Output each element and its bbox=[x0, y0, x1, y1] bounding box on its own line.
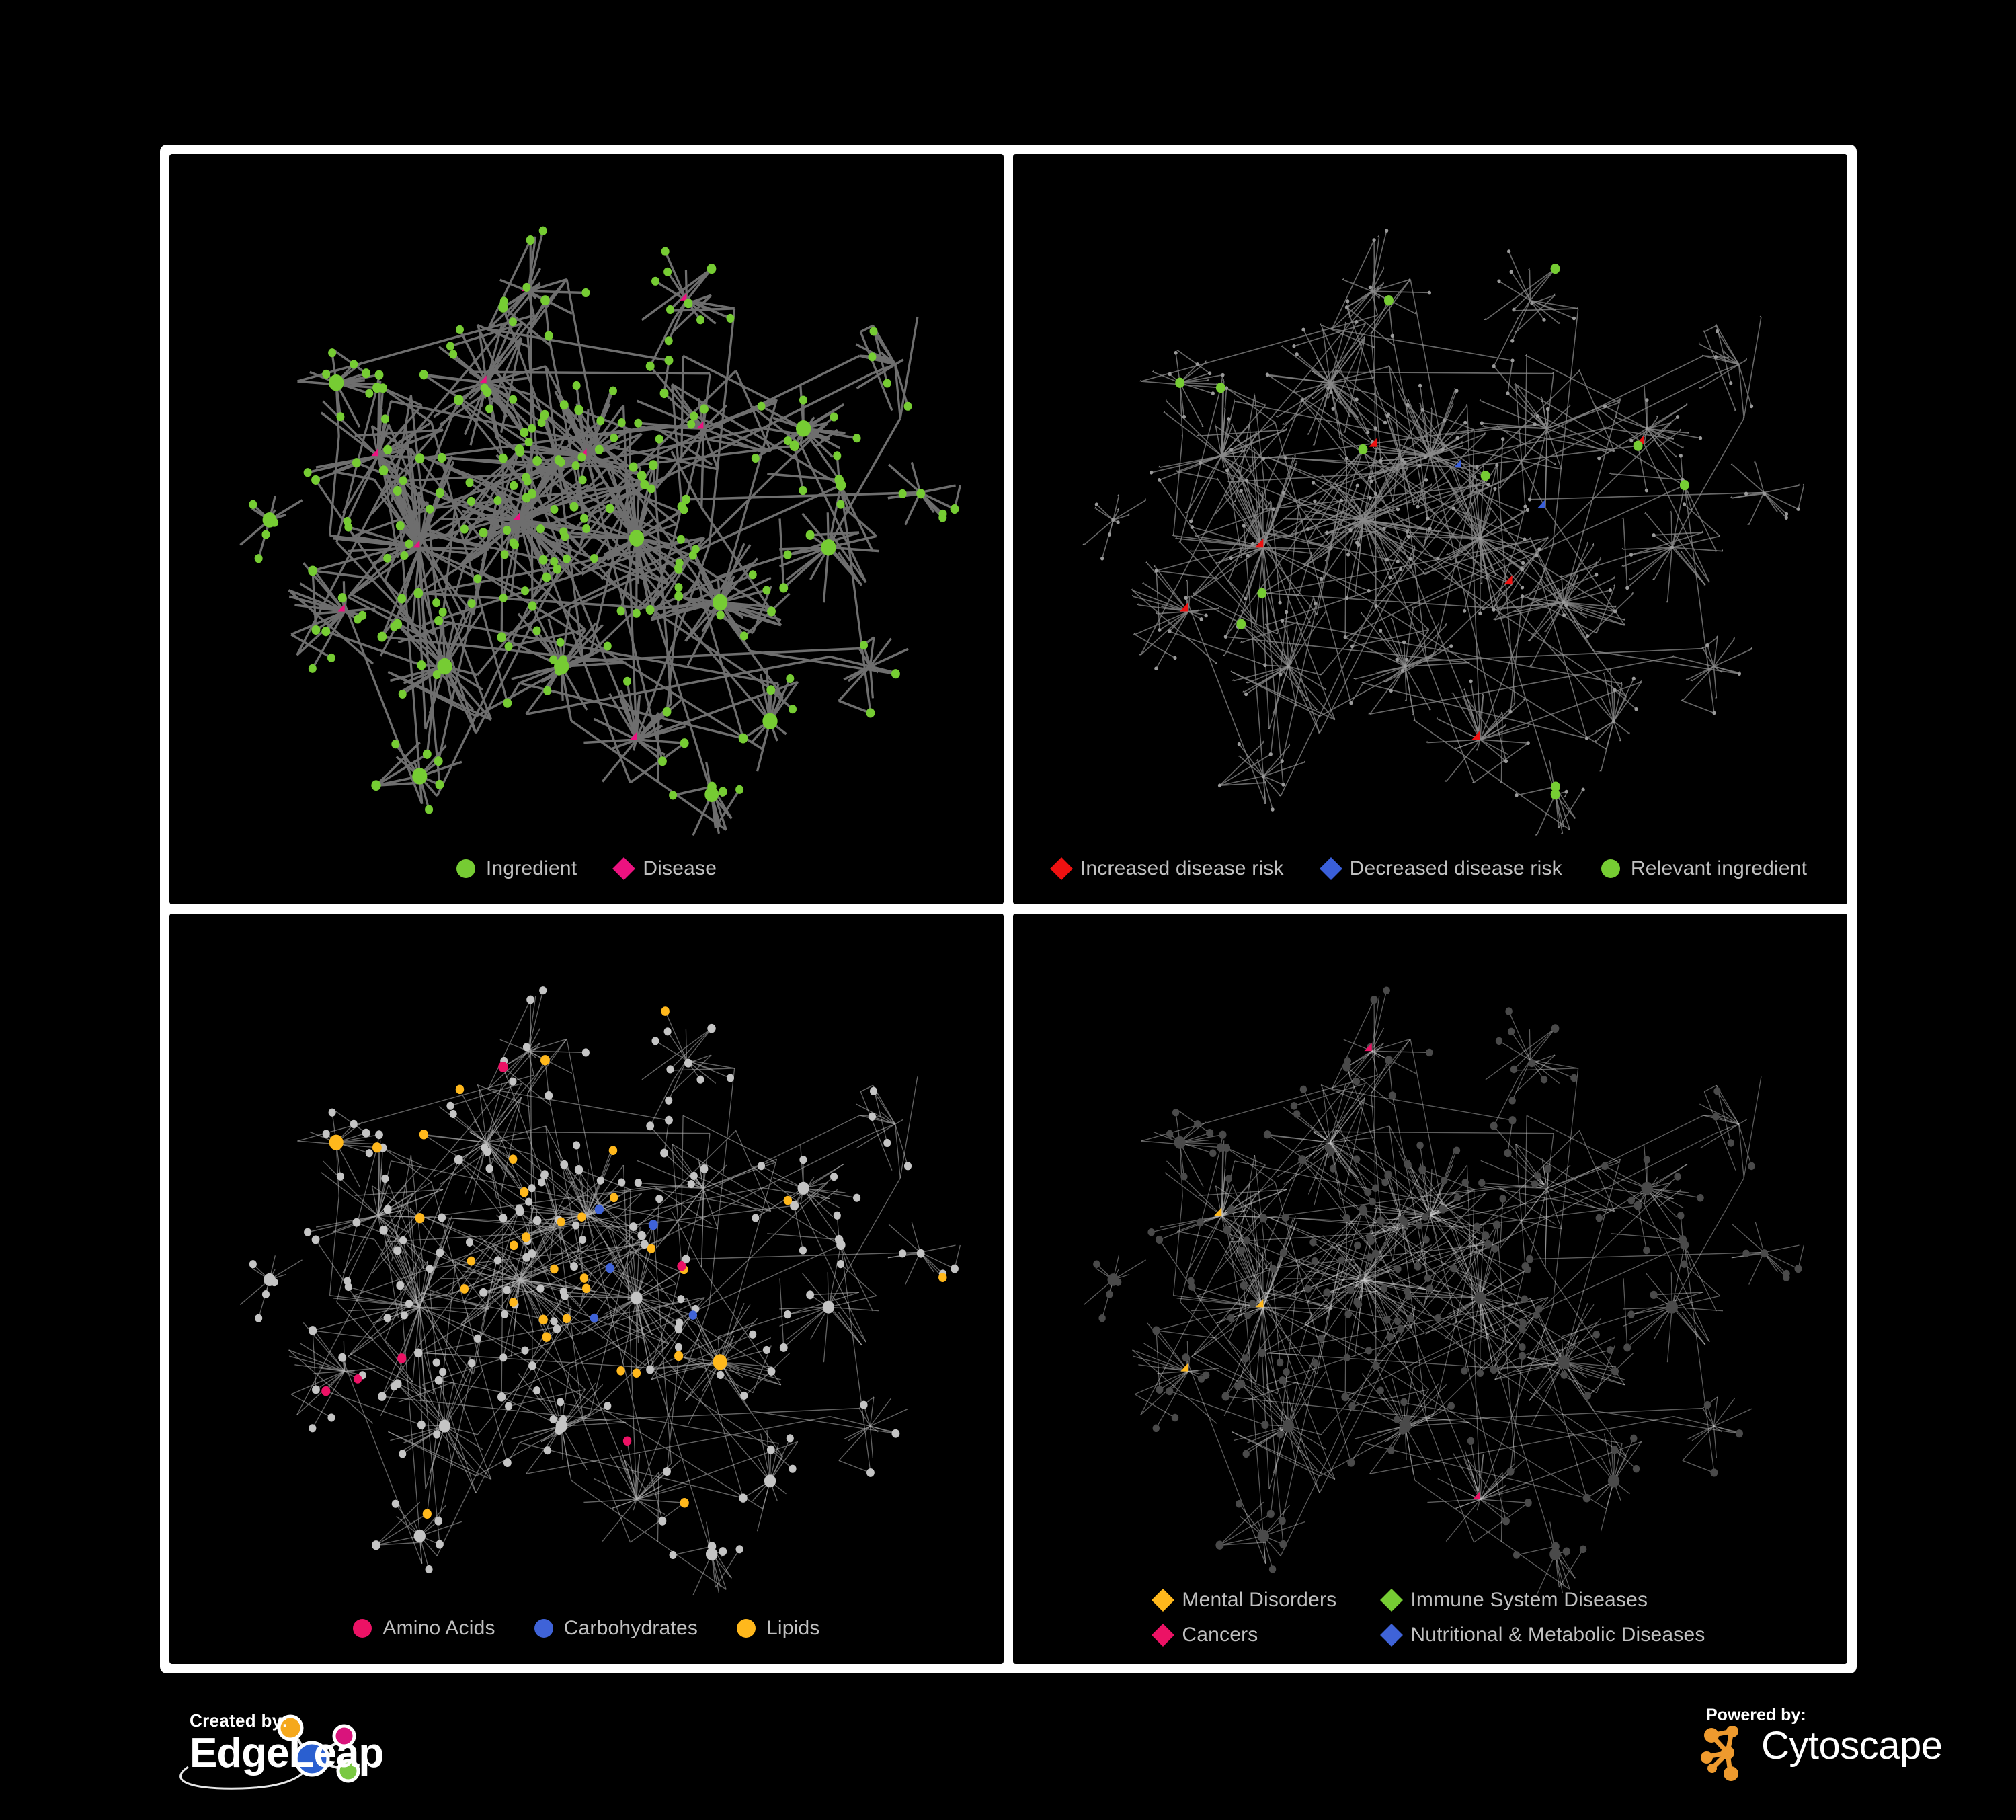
edgeleap-wordmark: EdgeLeap bbox=[190, 1730, 384, 1776]
cytoscape-node-graph-icon bbox=[1701, 1726, 1738, 1781]
panel-disease-risk[interactable]: Increased disease risk Decreased disease… bbox=[1013, 154, 1847, 904]
figure-grid: Ingredient Disease Increased disease ris… bbox=[160, 145, 1857, 1673]
panel-nutrient-class[interactable]: Amino Acids Carbohydrates Lipids bbox=[169, 914, 1004, 1664]
network-canvas-3[interactable] bbox=[169, 914, 1004, 1664]
panel-ingredient-disease[interactable]: Ingredient Disease bbox=[169, 154, 1004, 904]
network-canvas-4[interactable] bbox=[1013, 914, 1847, 1664]
network-canvas-2[interactable] bbox=[1013, 154, 1847, 904]
edgeleap-node-graph-icon bbox=[179, 1714, 360, 1790]
cytoscape-wordmark: Cytoscape bbox=[1761, 1724, 1943, 1768]
edgeleap-branding: Created by: EdgeLeap bbox=[161, 1694, 450, 1795]
powered-by-caption: Powered by: bbox=[1706, 1706, 1806, 1725]
network-canvas-1[interactable] bbox=[169, 154, 1004, 904]
panel-disease-class[interactable]: Mental Disorders Immune System Diseases … bbox=[1013, 914, 1847, 1664]
created-by-caption: Created by: bbox=[190, 1710, 288, 1731]
cytoscape-branding: Powered by: Cytoscape bbox=[1681, 1691, 1963, 1785]
